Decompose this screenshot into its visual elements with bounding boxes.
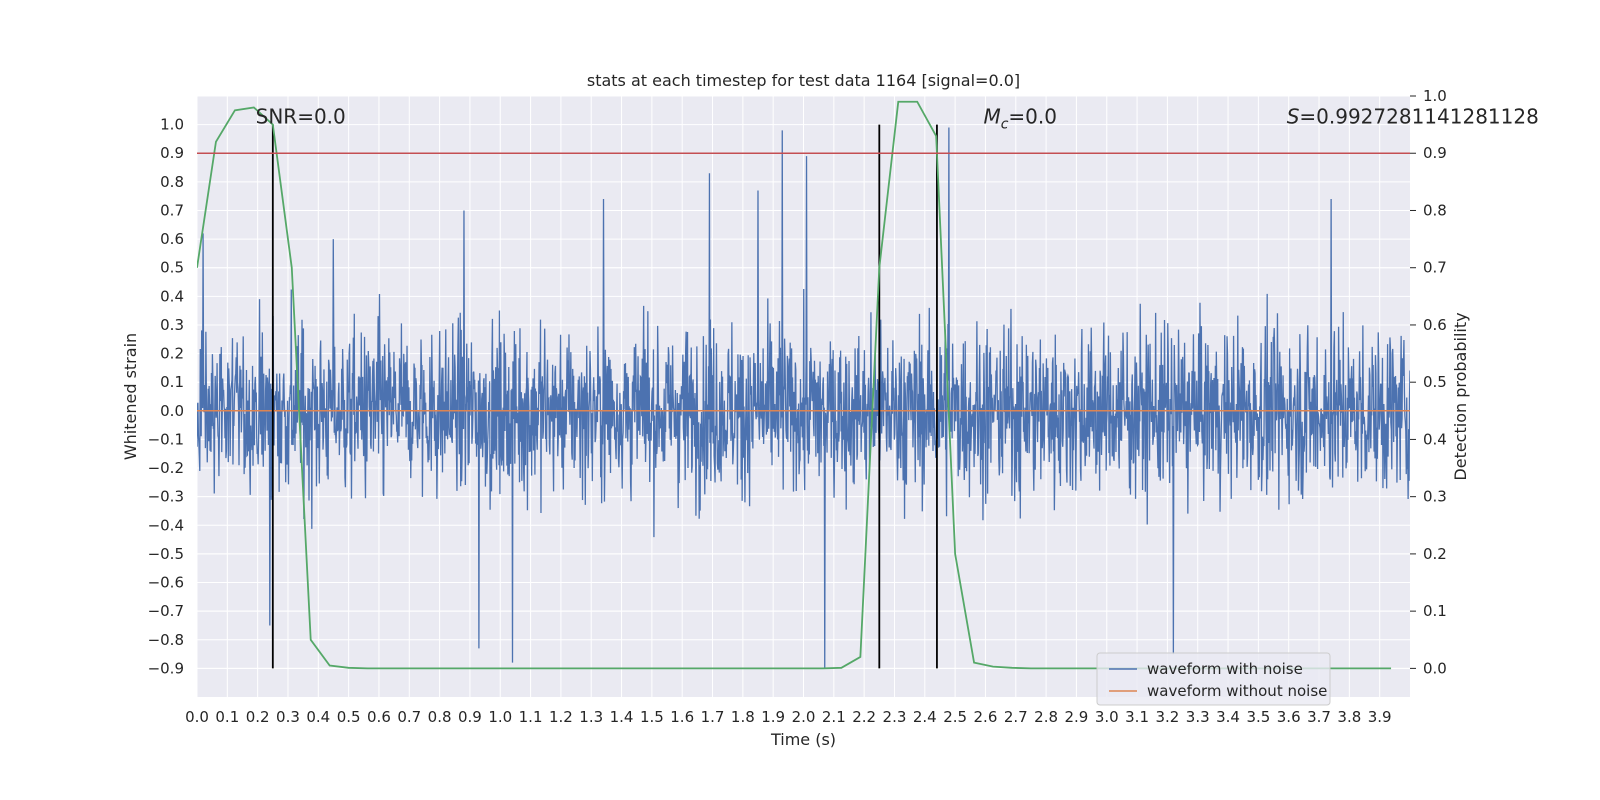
x-tick-label: 2.5 — [943, 708, 967, 726]
annotation-snr: SNR=0.0 — [256, 105, 346, 129]
x-tick-label: 0.6 — [367, 708, 391, 726]
x-tick-label: 3.8 — [1337, 708, 1361, 726]
y-tick-label: 0.9 — [160, 144, 184, 162]
y-axis-label: Whitened strain — [121, 333, 140, 460]
annotation-chirp-mass: Mc=0.0 — [983, 105, 1057, 133]
x-tick-label: 3.3 — [1186, 708, 1210, 726]
x-tick-label: 2.0 — [792, 708, 816, 726]
x-tick-label: 3.9 — [1368, 708, 1392, 726]
vertical-markers — [271, 124, 938, 669]
y-tick-label: 0.7 — [160, 201, 184, 219]
y-tick-label: −0.4 — [148, 516, 184, 534]
x-tick-label: 1.6 — [670, 708, 694, 726]
y-tick-label: 1.0 — [160, 116, 184, 134]
y-tick-label: 0.0 — [160, 402, 184, 420]
x-tick-label: 1.0 — [488, 708, 512, 726]
annotation-score-symbol: S — [1287, 105, 1300, 129]
x-tick-label: 3.2 — [1155, 708, 1179, 726]
y-tick-label: −0.6 — [148, 574, 184, 592]
x-tick-label: 1.9 — [761, 708, 785, 726]
annotation-score: S=0.9927281141281128 — [1287, 105, 1539, 129]
annotation-score-value: =0.9927281141281128 — [1299, 105, 1538, 129]
right-tick-label: 0.3 — [1423, 488, 1447, 506]
x-axis-ticks: 0.0 0.1 0.2 0.3 0.4 0.5 0.6 0.7 0.8 0.9 1.0 1.1 1.2 1… — [185, 708, 1392, 726]
x-tick-label: 1.4 — [610, 708, 634, 726]
y-tick-label: −0.7 — [148, 602, 184, 620]
y-tick-label: 0.3 — [160, 316, 184, 334]
right-tick-label: 0.2 — [1423, 545, 1447, 563]
y-axis-ticks: 1.0 0.9 0.8 0.7 0.6 0.5 0.4 0.3 0.2 0.1 0.0 −0.1 −0.… — [148, 116, 184, 678]
annotation-chirp-mass-symbol: M — [983, 105, 1000, 129]
x-tick-label: 1.7 — [701, 708, 725, 726]
x-tick-label: 0.7 — [397, 708, 421, 726]
legend-label-waveform-with-noise: waveform with noise — [1147, 660, 1303, 678]
annotation-chirp-mass-value: =0.0 — [1008, 105, 1057, 129]
x-tick-label: 2.7 — [1004, 708, 1028, 726]
x-tick-label: 3.0 — [1095, 708, 1119, 726]
right-tick-label: 0.7 — [1423, 259, 1447, 277]
x-tick-label: 0.5 — [337, 708, 361, 726]
right-tick-label: 0.0 — [1423, 659, 1447, 677]
x-tick-label: 0.9 — [458, 708, 482, 726]
x-tick-label: 2.8 — [1034, 708, 1058, 726]
x-tick-label: 2.4 — [913, 708, 937, 726]
y-tick-label: −0.9 — [148, 659, 184, 677]
x-tick-label: 0.8 — [428, 708, 452, 726]
y-tick-label: −0.8 — [148, 631, 184, 649]
x-tick-label: 3.7 — [1307, 708, 1331, 726]
right-tick-label: 0.1 — [1423, 602, 1447, 620]
right-tick-label: 0.6 — [1423, 316, 1447, 334]
y-tick-label: 0.5 — [160, 259, 184, 277]
x-tick-label: 1.2 — [549, 708, 573, 726]
right-tick-label: 1.0 — [1423, 87, 1447, 105]
right-tick-label: 0.5 — [1423, 373, 1447, 391]
right-tick-label: 0.9 — [1423, 144, 1447, 162]
right-tick-label: 0.8 — [1423, 201, 1447, 219]
x-tick-label: 2.1 — [822, 708, 846, 726]
x-tick-label: 0.1 — [215, 708, 239, 726]
annotation-chirp-mass-subscript: c — [1001, 117, 1009, 133]
right-axis-label: Detection probability — [1451, 312, 1470, 480]
y-tick-label: −0.5 — [148, 545, 184, 563]
y-tick-label: 0.1 — [160, 373, 184, 391]
y-tick-label: −0.1 — [148, 430, 184, 448]
x-tick-label: 0.4 — [306, 708, 330, 726]
x-tick-label: 3.4 — [1216, 708, 1240, 726]
x-tick-label: 0.0 — [185, 708, 209, 726]
x-tick-label: 1.5 — [640, 708, 664, 726]
x-tick-label: 3.5 — [1246, 708, 1270, 726]
x-tick-label: 2.3 — [883, 708, 907, 726]
x-tick-label: 0.2 — [246, 708, 270, 726]
y-tick-label: −0.3 — [148, 488, 184, 506]
x-tick-label: 2.6 — [974, 708, 998, 726]
right-axis-ticks: 1.0 0.9 0.8 0.7 0.6 0.5 0.4 0.3 0.2 0.1 0.0 — [1410, 87, 1447, 677]
waveform-with-noise-line — [197, 127, 1410, 669]
x-tick-label: 2.2 — [852, 708, 876, 726]
y-tick-label: 0.2 — [160, 345, 184, 363]
legend-box — [1096, 652, 1331, 706]
series-waveform-with-noise — [197, 127, 1410, 669]
y-tick-label: 0.4 — [160, 287, 184, 305]
y-tick-label: 0.6 — [160, 230, 184, 248]
legend-label-waveform-without-noise: waveform without noise — [1147, 682, 1327, 700]
y-tick-label: 0.8 — [160, 173, 184, 191]
x-tick-label: 1.1 — [519, 708, 543, 726]
chart-title: stats at each timestep for test data 116… — [587, 71, 1020, 90]
x-tick-label: 3.1 — [1125, 708, 1149, 726]
x-tick-label: 1.3 — [579, 708, 603, 726]
y-tick-label: −0.2 — [148, 459, 184, 477]
x-tick-label: 2.9 — [1064, 708, 1088, 726]
x-tick-label: 3.6 — [1277, 708, 1301, 726]
x-tick-label: 1.8 — [731, 708, 755, 726]
legend: waveform with noise waveform without noi… — [1096, 652, 1331, 706]
x-tick-label: 0.3 — [276, 708, 300, 726]
x-axis-label: Time (s) — [770, 730, 836, 749]
right-tick-label: 0.4 — [1423, 430, 1447, 448]
